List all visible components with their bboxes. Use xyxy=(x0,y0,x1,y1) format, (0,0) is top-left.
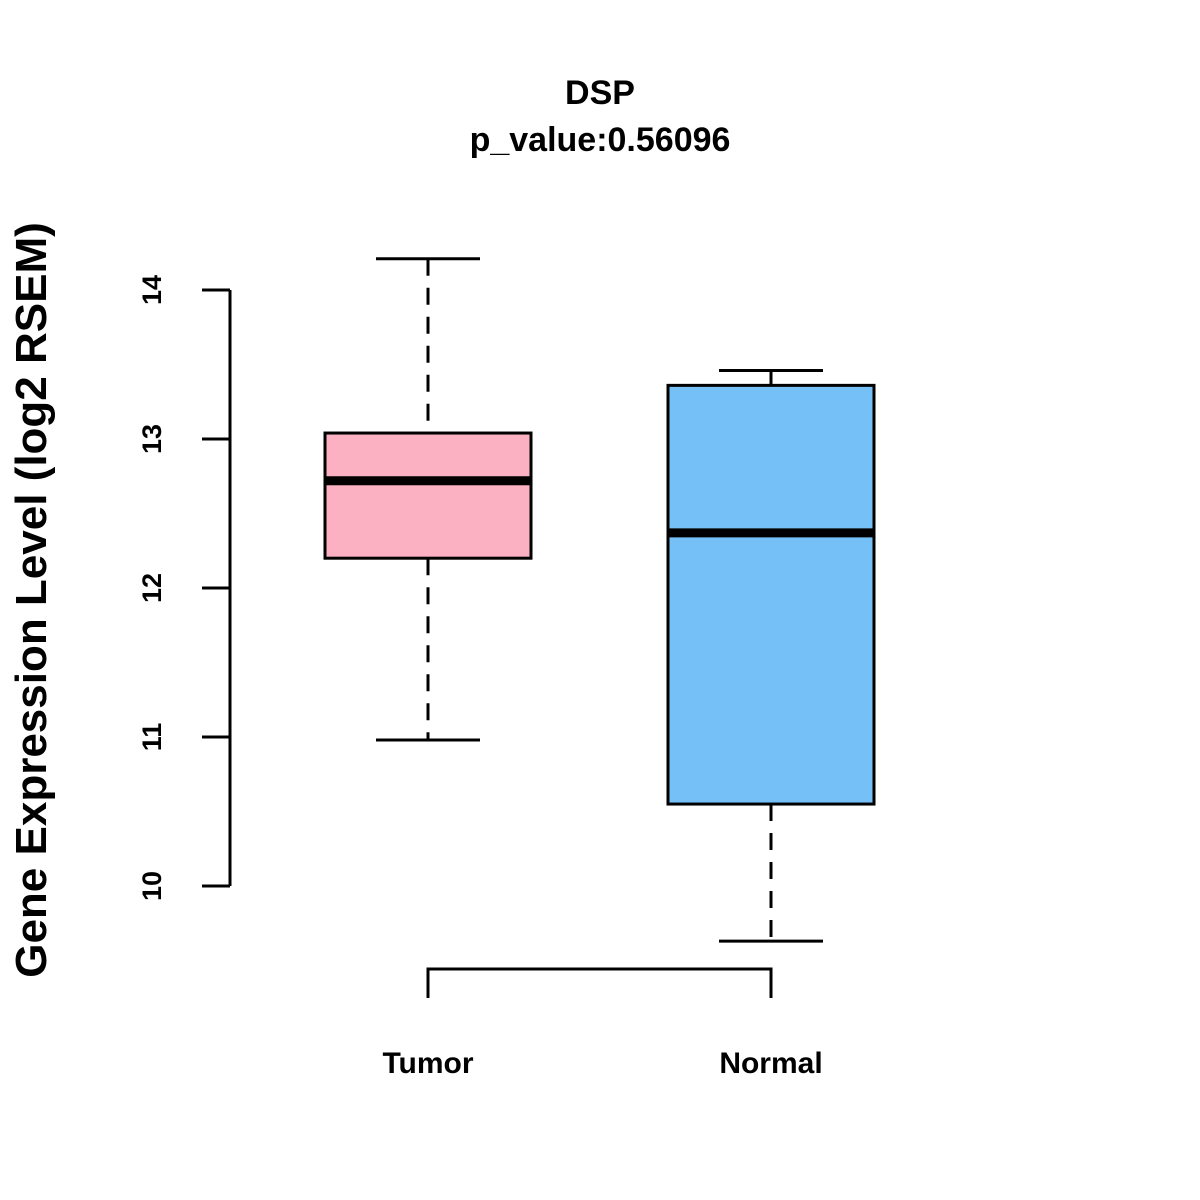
y-axis-label: Gene Expression Level (log2 RSEM) xyxy=(7,222,56,978)
y-tick-label: 12 xyxy=(137,573,167,603)
tumor-box xyxy=(323,431,533,560)
y-tick-label: 13 xyxy=(137,424,167,454)
x-label-normal: Normal xyxy=(719,1047,822,1080)
boxes-group xyxy=(323,257,876,943)
comparison-bracket-group xyxy=(426,967,773,998)
y-tick-label: 11 xyxy=(137,723,167,752)
y-axis: 10 11 12 13 14 xyxy=(137,275,232,901)
x-label-tumor: Tumor xyxy=(382,1047,473,1080)
y-tick-label: 10 xyxy=(137,871,167,901)
comparison-bracket xyxy=(426,967,773,998)
chart-title: DSP xyxy=(565,74,635,112)
x-axis-labels: Tumor Normal xyxy=(382,1047,822,1080)
normal-box xyxy=(666,383,876,806)
chart-subtitle: p_value:0.56096 xyxy=(470,121,731,159)
y-tick-label: 14 xyxy=(137,275,167,305)
